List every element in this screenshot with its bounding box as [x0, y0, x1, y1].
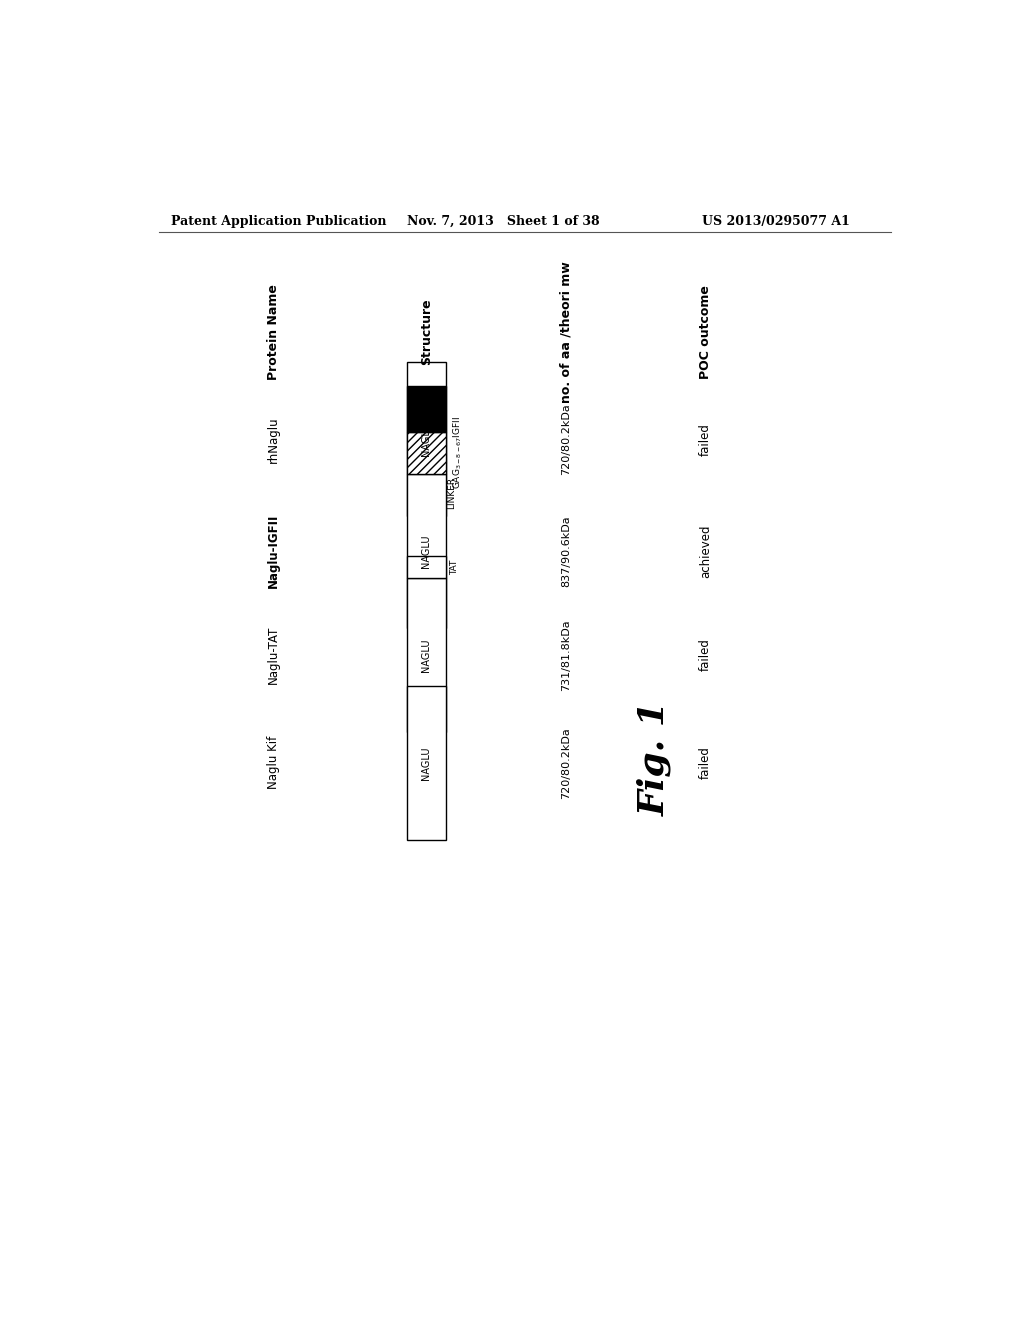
Text: failed: failed — [698, 746, 712, 779]
Text: achieved: achieved — [698, 524, 712, 578]
Bar — [407, 385, 445, 432]
Text: NAGLU: NAGLU — [421, 535, 431, 568]
Text: 720/80.2kDa: 720/80.2kDa — [561, 727, 570, 799]
Text: no. of aa /theori mw: no. of aa /theori mw — [559, 261, 572, 403]
Bar — [407, 578, 445, 733]
Bar — [407, 474, 445, 628]
Text: NAGLU: NAGLU — [421, 746, 431, 780]
Text: Naglu-IGFII: Naglu-IGFII — [267, 513, 281, 589]
Text: Nov. 7, 2013   Sheet 1 of 38: Nov. 7, 2013 Sheet 1 of 38 — [407, 215, 600, 227]
Text: 720/80.2kDa: 720/80.2kDa — [561, 404, 570, 475]
Text: failed: failed — [698, 639, 712, 672]
Text: 731/81.8kDa: 731/81.8kDa — [561, 619, 570, 690]
Text: 837/90.6kDa: 837/90.6kDa — [561, 515, 570, 587]
Text: NAGLU: NAGLU — [421, 639, 431, 672]
Text: GAG$_{3-8-67}$IGFII: GAG$_{3-8-67}$IGFII — [452, 416, 464, 490]
Bar — [407, 686, 445, 840]
Bar — [407, 557, 445, 578]
Bar — [407, 363, 445, 516]
Text: Patent Application Publication: Patent Application Publication — [171, 215, 386, 227]
Text: Naglu Kif: Naglu Kif — [267, 737, 281, 789]
Text: NAGLU: NAGLU — [421, 422, 431, 457]
Text: Naglu-TAT: Naglu-TAT — [267, 626, 281, 684]
Text: rhNaglu: rhNaglu — [267, 416, 281, 463]
Text: TAT: TAT — [451, 560, 460, 576]
Text: POC outcome: POC outcome — [698, 285, 712, 379]
Text: Fig. 1: Fig. 1 — [638, 701, 672, 817]
Bar — [407, 432, 445, 474]
Text: US 2013/0295077 A1: US 2013/0295077 A1 — [701, 215, 849, 227]
Text: LINKER: LINKER — [447, 478, 457, 510]
Text: failed: failed — [698, 422, 712, 455]
Text: Protein Name: Protein Name — [267, 284, 281, 380]
Text: Structure: Structure — [420, 298, 433, 364]
